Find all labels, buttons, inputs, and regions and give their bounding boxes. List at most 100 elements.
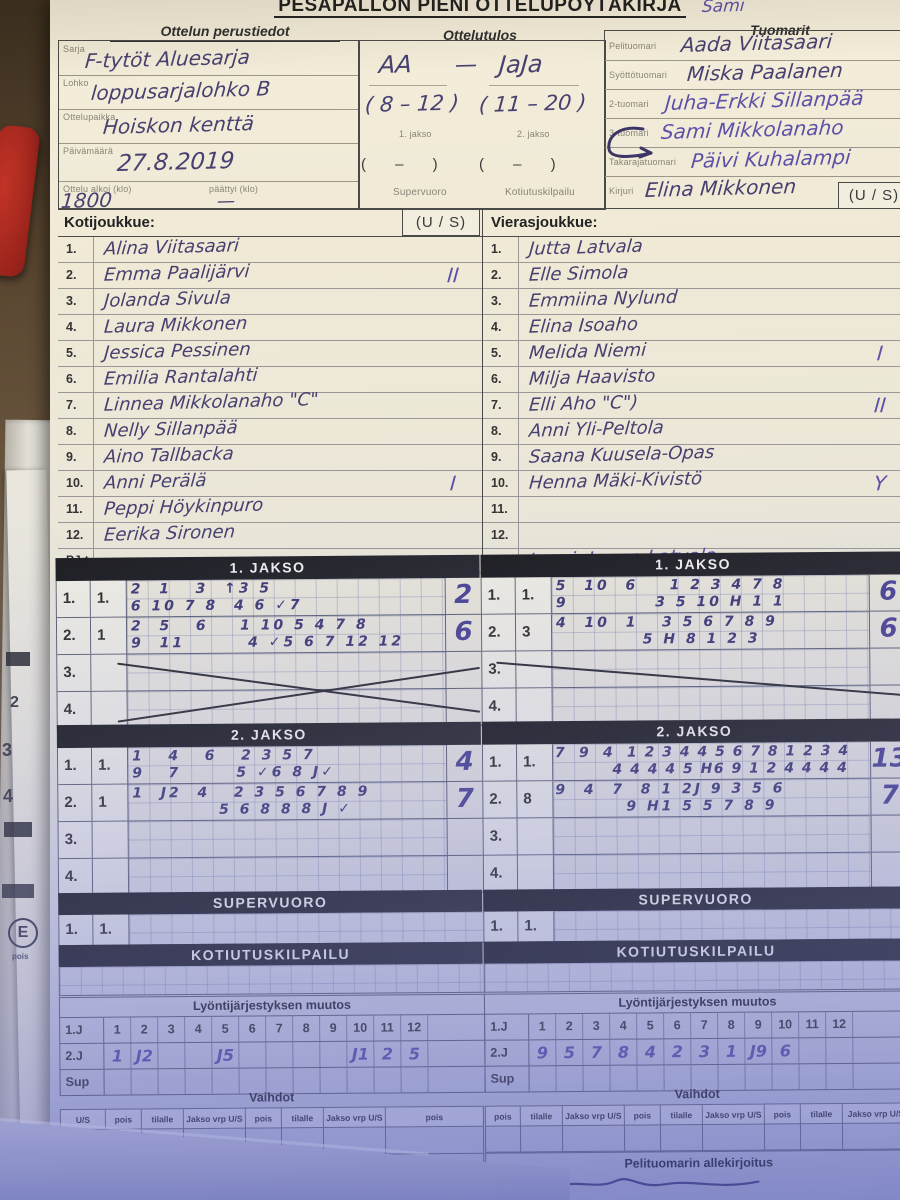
batting-col-header: 3 bbox=[158, 1017, 186, 1043]
inning-sub: 1. bbox=[91, 747, 129, 784]
batting-entry: J1 bbox=[347, 1041, 375, 1067]
section-title: SUPERVUORO bbox=[638, 890, 753, 908]
inning-pre: 1 bbox=[92, 784, 129, 821]
vaihdot-col: Jakso vrp U/S bbox=[702, 1103, 765, 1126]
score-notation: 5 6 8 8 8 J ✓ bbox=[132, 800, 354, 819]
supervuoro-home-row: 1. 1. bbox=[58, 911, 484, 947]
batting-entry bbox=[266, 1042, 294, 1068]
vaihdot-col: tilalle bbox=[141, 1108, 184, 1130]
vaihdot-col: Jakso vrp U/S bbox=[183, 1107, 246, 1130]
vaihdot-col: pois bbox=[484, 1105, 521, 1127]
batting-col-header: 2 bbox=[131, 1017, 159, 1043]
batting-2j-row: 2.J 9 5 7 8 4 2 3 1 J9 6 bbox=[485, 1037, 900, 1067]
inning-number: 1. bbox=[481, 577, 516, 614]
signature-scribble bbox=[549, 1178, 760, 1191]
score-notation: 6 10 7 8 4 6 ✓7 bbox=[130, 597, 303, 615]
batting-entry: 2 bbox=[664, 1039, 692, 1065]
vaihdot-col: pois bbox=[764, 1103, 801, 1125]
jakso2-away-bar: 2. JAKSO bbox=[481, 718, 900, 745]
inning-sub: 1. bbox=[518, 911, 555, 942]
inning-number: 3. bbox=[483, 818, 518, 855]
batting-entry: 1 bbox=[718, 1038, 746, 1064]
vaihdot-col: Jakso vrp U/S bbox=[323, 1106, 386, 1129]
inning-number: 3. bbox=[58, 821, 93, 859]
inning-score: 6 bbox=[444, 614, 482, 652]
batting-col-header: 1 bbox=[529, 1014, 557, 1040]
inning-number: 4. bbox=[482, 688, 517, 725]
scrap-text: pois bbox=[12, 952, 29, 961]
batting-entry: J2 bbox=[131, 1043, 159, 1069]
inning-number: 2. bbox=[56, 617, 92, 655]
jakso2-away-grid: 1. 1. 7 9 4 1 2 3 4 4 5 6 7 8 1 2 3 4 4 … bbox=[481, 741, 900, 893]
batting-col-header: 7 bbox=[691, 1012, 719, 1039]
jakso1-home-bar: 1. JAKSO bbox=[55, 554, 480, 582]
batting-header-row: 1.J 1 2 3 4 5 6 7 8 9 10 11 12 bbox=[60, 1014, 485, 1045]
batting-entry: 9 bbox=[529, 1040, 557, 1066]
batting-entry: 2 bbox=[374, 1041, 402, 1067]
batting-entry: 7 bbox=[583, 1039, 611, 1065]
section-title: 2. JAKSO bbox=[230, 726, 307, 743]
inning-pre: 8 bbox=[517, 781, 554, 818]
inning-score: 7 bbox=[870, 778, 900, 815]
scrap-letter: E bbox=[17, 924, 29, 941]
batting-entry: 5 bbox=[556, 1039, 584, 1066]
jakso2-home-bar: 2. JAKSO bbox=[56, 721, 481, 749]
score-notation: 9 H1 5 5 7 8 9 bbox=[555, 797, 778, 816]
score-notation: 5 H 8 1 2 3 bbox=[556, 630, 761, 649]
vaihdot-col: tilalle bbox=[660, 1104, 703, 1126]
inning-score: 6 bbox=[868, 574, 900, 611]
batting-entry: 6 bbox=[772, 1038, 800, 1064]
batting-col-header: 7 bbox=[266, 1016, 294, 1042]
batting-entry bbox=[158, 1043, 186, 1069]
inning-number: 2. bbox=[58, 784, 93, 822]
inning-number: 1. bbox=[482, 744, 518, 781]
batting-col-header: 8 bbox=[718, 1012, 746, 1038]
vaihdot-away-title: Vaihdot bbox=[674, 1086, 720, 1102]
scrap-black-bar bbox=[4, 822, 32, 837]
inning-number: 1. bbox=[484, 911, 519, 942]
batting-row-label: 2.J bbox=[485, 1040, 530, 1066]
batting-col-header: 9 bbox=[320, 1015, 348, 1042]
jakso1-away-bar: 1. JAKSO bbox=[480, 551, 900, 578]
batting-entry: J5 bbox=[212, 1042, 240, 1068]
batting-col-header: 9 bbox=[745, 1012, 773, 1038]
vaihdot-col: Jakso vrp U/S bbox=[562, 1104, 625, 1127]
batting-col-header: 6 bbox=[239, 1016, 267, 1042]
inning-number: 2. bbox=[481, 614, 517, 651]
batting-entry bbox=[239, 1042, 267, 1068]
vaihdot-col: tilalle bbox=[800, 1102, 843, 1125]
scoresheet-paper: PESÄPALLON PIENI OTTELUPÖYTÄKIRJA Sami T… bbox=[50, 0, 900, 1200]
inning-number: 4. bbox=[58, 858, 94, 896]
batting-row-label: 1.J bbox=[485, 1014, 530, 1040]
score-notation: 9 11 4 ✓5 6 7 12 12 bbox=[131, 633, 405, 652]
section-title: 2. JAKSO bbox=[656, 722, 733, 740]
batting-col-header: 3 bbox=[583, 1013, 611, 1039]
batting-col-header: 11 bbox=[374, 1015, 402, 1041]
scrap-black-bar bbox=[2, 884, 34, 898]
inning-sub: 1. bbox=[90, 580, 127, 617]
supervuoro-away-bar: SUPERVUORO bbox=[483, 886, 900, 912]
inning-number: 4. bbox=[57, 691, 92, 729]
batting-entry bbox=[826, 1037, 854, 1064]
kotiutus-away-grid bbox=[483, 960, 900, 993]
inning-number: 2. bbox=[483, 781, 518, 818]
inning-pre: 1 bbox=[90, 617, 128, 654]
batting-entry bbox=[799, 1038, 827, 1064]
batting-entry: 3 bbox=[691, 1038, 719, 1065]
scrap-number: 4 bbox=[3, 786, 14, 806]
score-notation: 4 4 4 4 5 H6 9 1 2 4 4 4 4 bbox=[555, 759, 849, 779]
inning-sub: 1. bbox=[93, 914, 130, 945]
scrap-black-bar bbox=[6, 652, 30, 666]
batting-col-header: 2 bbox=[556, 1013, 584, 1040]
inning-number: 4. bbox=[483, 855, 519, 892]
batting-entry bbox=[320, 1041, 348, 1068]
inning-number: 1. bbox=[59, 914, 94, 946]
inning-score: 6 bbox=[868, 611, 900, 648]
section-title: KOTIUTUSKILPAILU bbox=[190, 945, 351, 964]
batting-entry bbox=[185, 1042, 213, 1069]
scrap-circled-letter: E bbox=[8, 918, 38, 948]
